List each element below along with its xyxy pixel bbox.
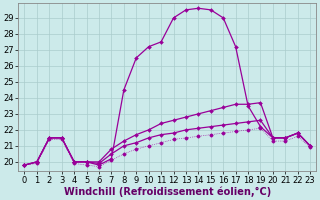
X-axis label: Windchill (Refroidissement éolien,°C): Windchill (Refroidissement éolien,°C) xyxy=(64,186,271,197)
